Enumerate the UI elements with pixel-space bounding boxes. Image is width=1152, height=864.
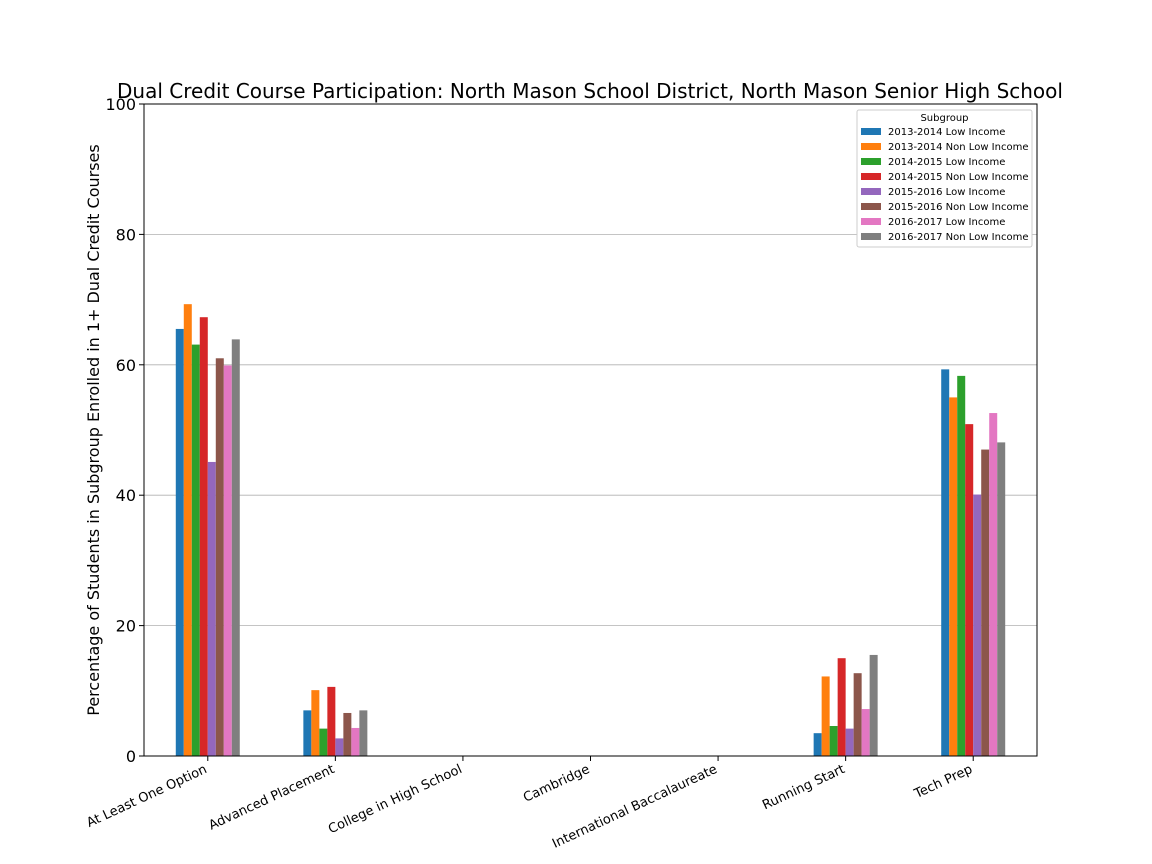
bar bbox=[981, 449, 990, 756]
grid bbox=[144, 233, 1037, 626]
bar bbox=[199, 317, 208, 756]
legend-swatch bbox=[861, 203, 881, 210]
legend-title: Subgroup bbox=[920, 113, 968, 124]
bar bbox=[319, 728, 328, 756]
y-axis-label: Percentage of Students in Subgroup Enrol… bbox=[84, 144, 103, 715]
bar bbox=[957, 375, 966, 756]
x-tick-label: Cambridge bbox=[521, 762, 592, 806]
bar bbox=[965, 424, 974, 756]
x-tick-label: College in High School bbox=[326, 762, 464, 837]
legend-entry: 2014-2015 Non Low Income bbox=[888, 172, 1028, 183]
bar bbox=[351, 727, 360, 756]
bar bbox=[231, 339, 240, 756]
bar bbox=[853, 673, 862, 756]
bars bbox=[175, 304, 1006, 756]
bar bbox=[829, 726, 838, 756]
legend-swatch bbox=[861, 143, 881, 150]
y-tick-label: 60 bbox=[116, 356, 136, 375]
x-tick-label: Tech Prep bbox=[911, 762, 975, 802]
legend-swatch bbox=[861, 188, 881, 195]
bar bbox=[973, 494, 982, 756]
legend-entry: 2013-2014 Low Income bbox=[888, 127, 1005, 138]
bar bbox=[821, 676, 830, 756]
bar bbox=[327, 686, 336, 756]
bar bbox=[215, 358, 224, 756]
legend-entry: 2016-2017 Low Income bbox=[888, 217, 1005, 228]
bar bbox=[837, 658, 846, 756]
legend-entry: 2016-2017 Non Low Income bbox=[888, 232, 1028, 243]
legend-entry: 2015-2016 Non Low Income bbox=[888, 202, 1028, 213]
bar bbox=[311, 690, 320, 756]
legend-box bbox=[856, 109, 1033, 248]
bar bbox=[335, 738, 344, 756]
y-tick-label: 80 bbox=[116, 225, 136, 244]
legend: Subgroup 2013-2014 Low Income 2013-2014 No… bbox=[856, 109, 1033, 248]
y-tick-label: 20 bbox=[116, 617, 136, 636]
x-tick-label: Running Start bbox=[760, 762, 847, 813]
legend-swatch bbox=[861, 218, 881, 225]
bar bbox=[813, 733, 822, 756]
y-tick-label: 40 bbox=[116, 486, 136, 505]
bar bbox=[949, 397, 958, 756]
bar bbox=[861, 709, 870, 756]
bar bbox=[845, 728, 854, 756]
legend-swatch bbox=[861, 128, 881, 135]
bar bbox=[303, 710, 312, 756]
y-tick-label: 0 bbox=[126, 747, 136, 766]
x-tick-label: At Least One Option bbox=[85, 762, 210, 831]
x-tick-label: Advanced Placement bbox=[207, 762, 337, 833]
bar bbox=[869, 654, 878, 756]
bar bbox=[941, 369, 950, 756]
bar bbox=[191, 344, 200, 756]
bar bbox=[997, 442, 1006, 756]
bar bbox=[223, 365, 232, 756]
bar bbox=[343, 712, 352, 756]
bar bbox=[989, 413, 998, 756]
legend-entry: 2015-2016 Low Income bbox=[888, 187, 1005, 198]
bar bbox=[183, 304, 192, 756]
bar bbox=[207, 461, 216, 756]
legend-swatch bbox=[861, 158, 881, 165]
legend-swatch bbox=[861, 233, 881, 240]
bar bbox=[175, 328, 184, 756]
legend-entry: 2013-2014 Non Low Income bbox=[888, 142, 1028, 153]
y-axis: 0 20 40 60 80 100 bbox=[105, 95, 144, 766]
bar bbox=[359, 710, 368, 756]
legend-entry: 2014-2015 Low Income bbox=[888, 157, 1005, 168]
chart-title: Dual Credit Course Participation: North … bbox=[117, 79, 1063, 103]
legend-swatch bbox=[861, 173, 881, 180]
y-tick-label: 100 bbox=[105, 95, 136, 114]
